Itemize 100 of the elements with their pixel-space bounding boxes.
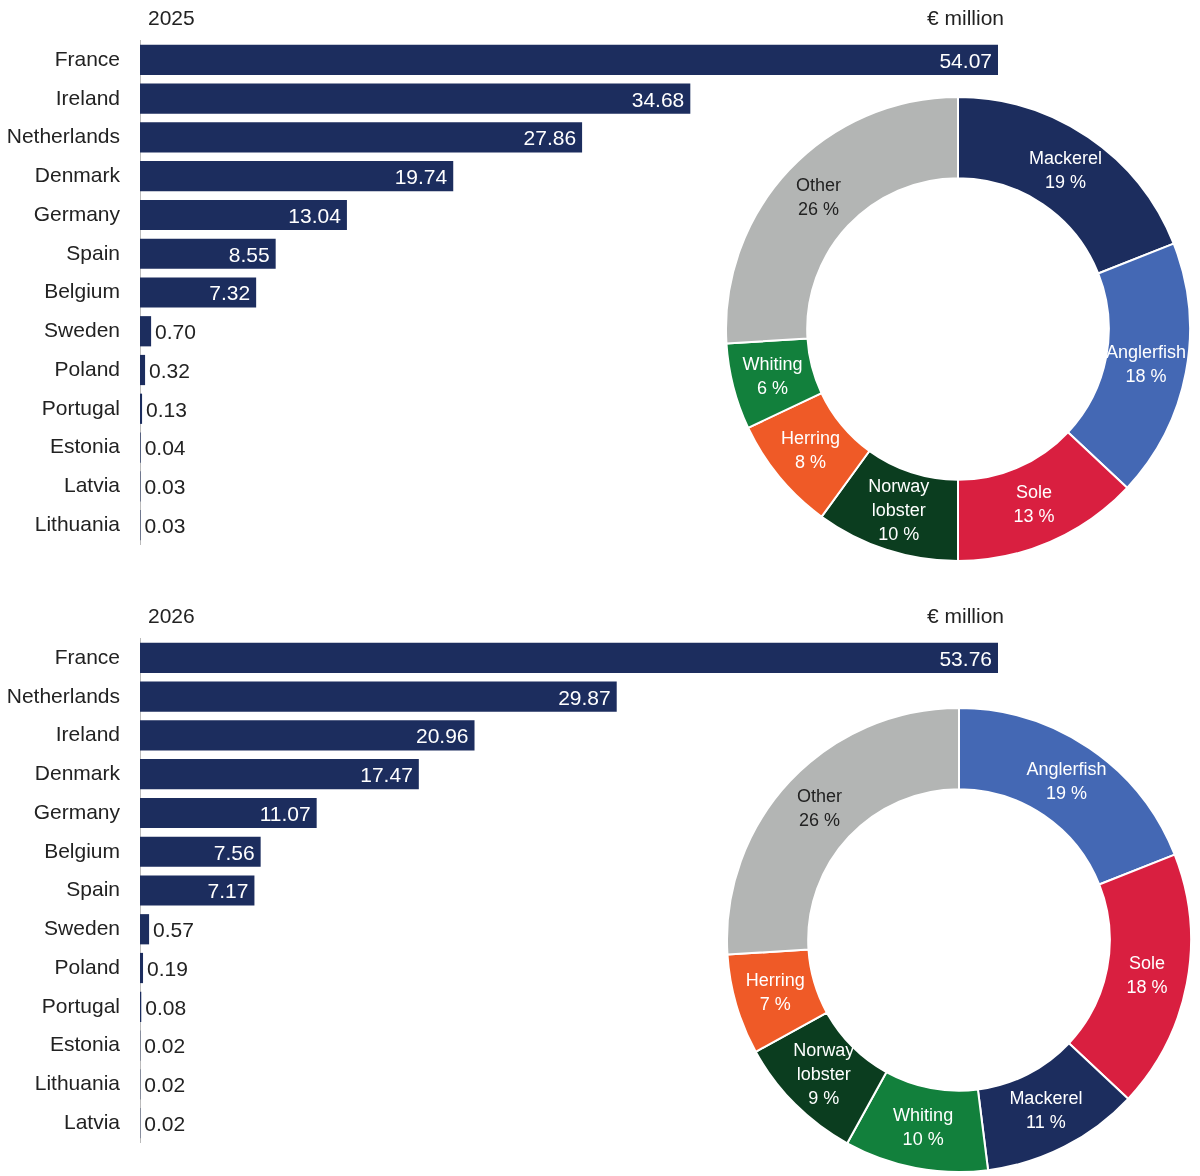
y-tick-label: Spain: [66, 240, 120, 264]
bar: [140, 875, 255, 906]
y-tick-label: France: [54, 644, 120, 668]
chart-title: 2026: [148, 604, 195, 628]
y-tick-label: Estonia: [49, 434, 121, 458]
y-tick-label: Belgium: [44, 279, 120, 303]
data-label: 0.03: [144, 475, 186, 499]
slice-label: Herring: [781, 427, 841, 448]
bar: [140, 952, 144, 984]
data-label: 10 %: [878, 524, 920, 544]
y-tick-label: Sweden: [44, 916, 120, 940]
bar: [140, 277, 257, 308]
data-label: 20.96: [415, 724, 469, 748]
bar: [140, 836, 261, 867]
data-label: 26 %: [797, 198, 839, 219]
data-label: 11 %: [1026, 1111, 1066, 1132]
bar: [140, 44, 998, 76]
data-label: 0.08: [145, 995, 187, 1019]
y-tick-label: Latvia: [63, 473, 121, 497]
data-label: 7.17: [207, 879, 249, 903]
y-tick-label: Ireland: [55, 85, 120, 109]
data-label: 0.13: [146, 397, 187, 421]
y-tick-label: Belgium: [44, 838, 120, 862]
slice-label: Norway lobster: [868, 476, 930, 520]
y-tick-label: Portugal: [41, 993, 120, 1017]
slice-label: Other: [796, 785, 842, 806]
y-tick-label: Latvia: [63, 1109, 121, 1133]
data-label: 9 %: [808, 1088, 840, 1109]
data-label: 7 %: [759, 994, 791, 1015]
data-label: 0.70: [155, 320, 196, 344]
slice-label: Anglerfish: [1026, 758, 1107, 779]
slice-label: Sole: [1016, 481, 1053, 502]
data-label: 18 %: [1126, 976, 1168, 997]
bar: [140, 720, 475, 751]
y-tick-label: Germany: [33, 201, 121, 225]
data-label: 11.07: [259, 801, 311, 825]
data-label: 7.56: [213, 840, 255, 864]
y-tick-label: France: [54, 46, 120, 70]
y-tick-label: Sweden: [44, 318, 120, 342]
data-label: 8.55: [228, 242, 270, 266]
bar: [140, 797, 317, 829]
bar: [140, 914, 150, 945]
y-tick-label: Portugal: [41, 395, 120, 419]
slice-label: Whiting: [742, 353, 803, 374]
data-label: 8 %: [795, 451, 827, 472]
slice-label: Whiting: [893, 1104, 954, 1125]
bar: [140, 238, 276, 269]
bar: [140, 161, 454, 192]
data-label: 0.02: [144, 1073, 186, 1097]
data-label: 29.87: [558, 685, 611, 709]
x-axis-title: € million: [926, 604, 1004, 628]
slice-label: Norway lobster: [793, 1040, 855, 1085]
data-label: 54.07: [939, 48, 992, 72]
bar: [140, 681, 617, 712]
slice-label: Mackerel: [1009, 1087, 1083, 1108]
slice-label: Mackerel: [1029, 147, 1103, 168]
y-tick-label: Estonia: [49, 1032, 121, 1056]
y-tick-label: Denmark: [34, 761, 121, 785]
y-tick-label: Lithuania: [34, 511, 121, 535]
data-label: 0.03: [144, 513, 186, 537]
data-label: 7.32: [209, 281, 251, 305]
y-tick-label: Denmark: [34, 163, 121, 187]
data-label: 19 %: [1046, 782, 1088, 803]
data-label: 17.47: [360, 763, 413, 787]
slice-label: Anglerfish: [1105, 341, 1187, 362]
data-label: 13 %: [1013, 505, 1055, 526]
chart-title: 2025: [148, 6, 195, 30]
data-label: 0.32: [149, 358, 190, 382]
data-label: 0.04: [144, 436, 186, 460]
data-label: 0.02: [144, 1034, 186, 1058]
y-tick-label: Germany: [33, 799, 121, 823]
bar: [140, 354, 146, 386]
data-label: 19.74: [394, 165, 448, 189]
y-tick-label: Ireland: [55, 722, 120, 746]
data-label: 34.68: [631, 87, 685, 111]
y-tick-label: Netherlands: [6, 124, 120, 148]
y-tick-label: Poland: [54, 356, 120, 380]
data-label: 0.19: [147, 956, 188, 980]
data-label: 13.04: [288, 203, 342, 227]
bar: [140, 122, 583, 153]
y-tick-label: Poland: [54, 954, 120, 978]
bar: [140, 316, 152, 347]
bar: [140, 393, 143, 424]
data-label: 26 %: [798, 809, 840, 830]
y-tick-label: Lithuania: [34, 1071, 121, 1095]
data-label: 53.76: [939, 646, 992, 670]
slice-label: Sole: [1128, 952, 1166, 973]
slice-label: Other: [795, 174, 841, 195]
data-label: 10 %: [902, 1128, 944, 1149]
y-tick-label: Spain: [66, 877, 120, 901]
x-axis-title: € million: [926, 6, 1004, 30]
data-label: 18 %: [1125, 365, 1167, 386]
data-label: 0.02: [144, 1111, 186, 1135]
data-label: 6 %: [757, 377, 789, 398]
slice-label: Herring: [745, 970, 805, 991]
bar: [140, 83, 691, 114]
bar: [140, 759, 419, 790]
bar: [140, 199, 347, 231]
data-label: 19 %: [1045, 171, 1087, 192]
data-label: 27.86: [523, 126, 577, 150]
